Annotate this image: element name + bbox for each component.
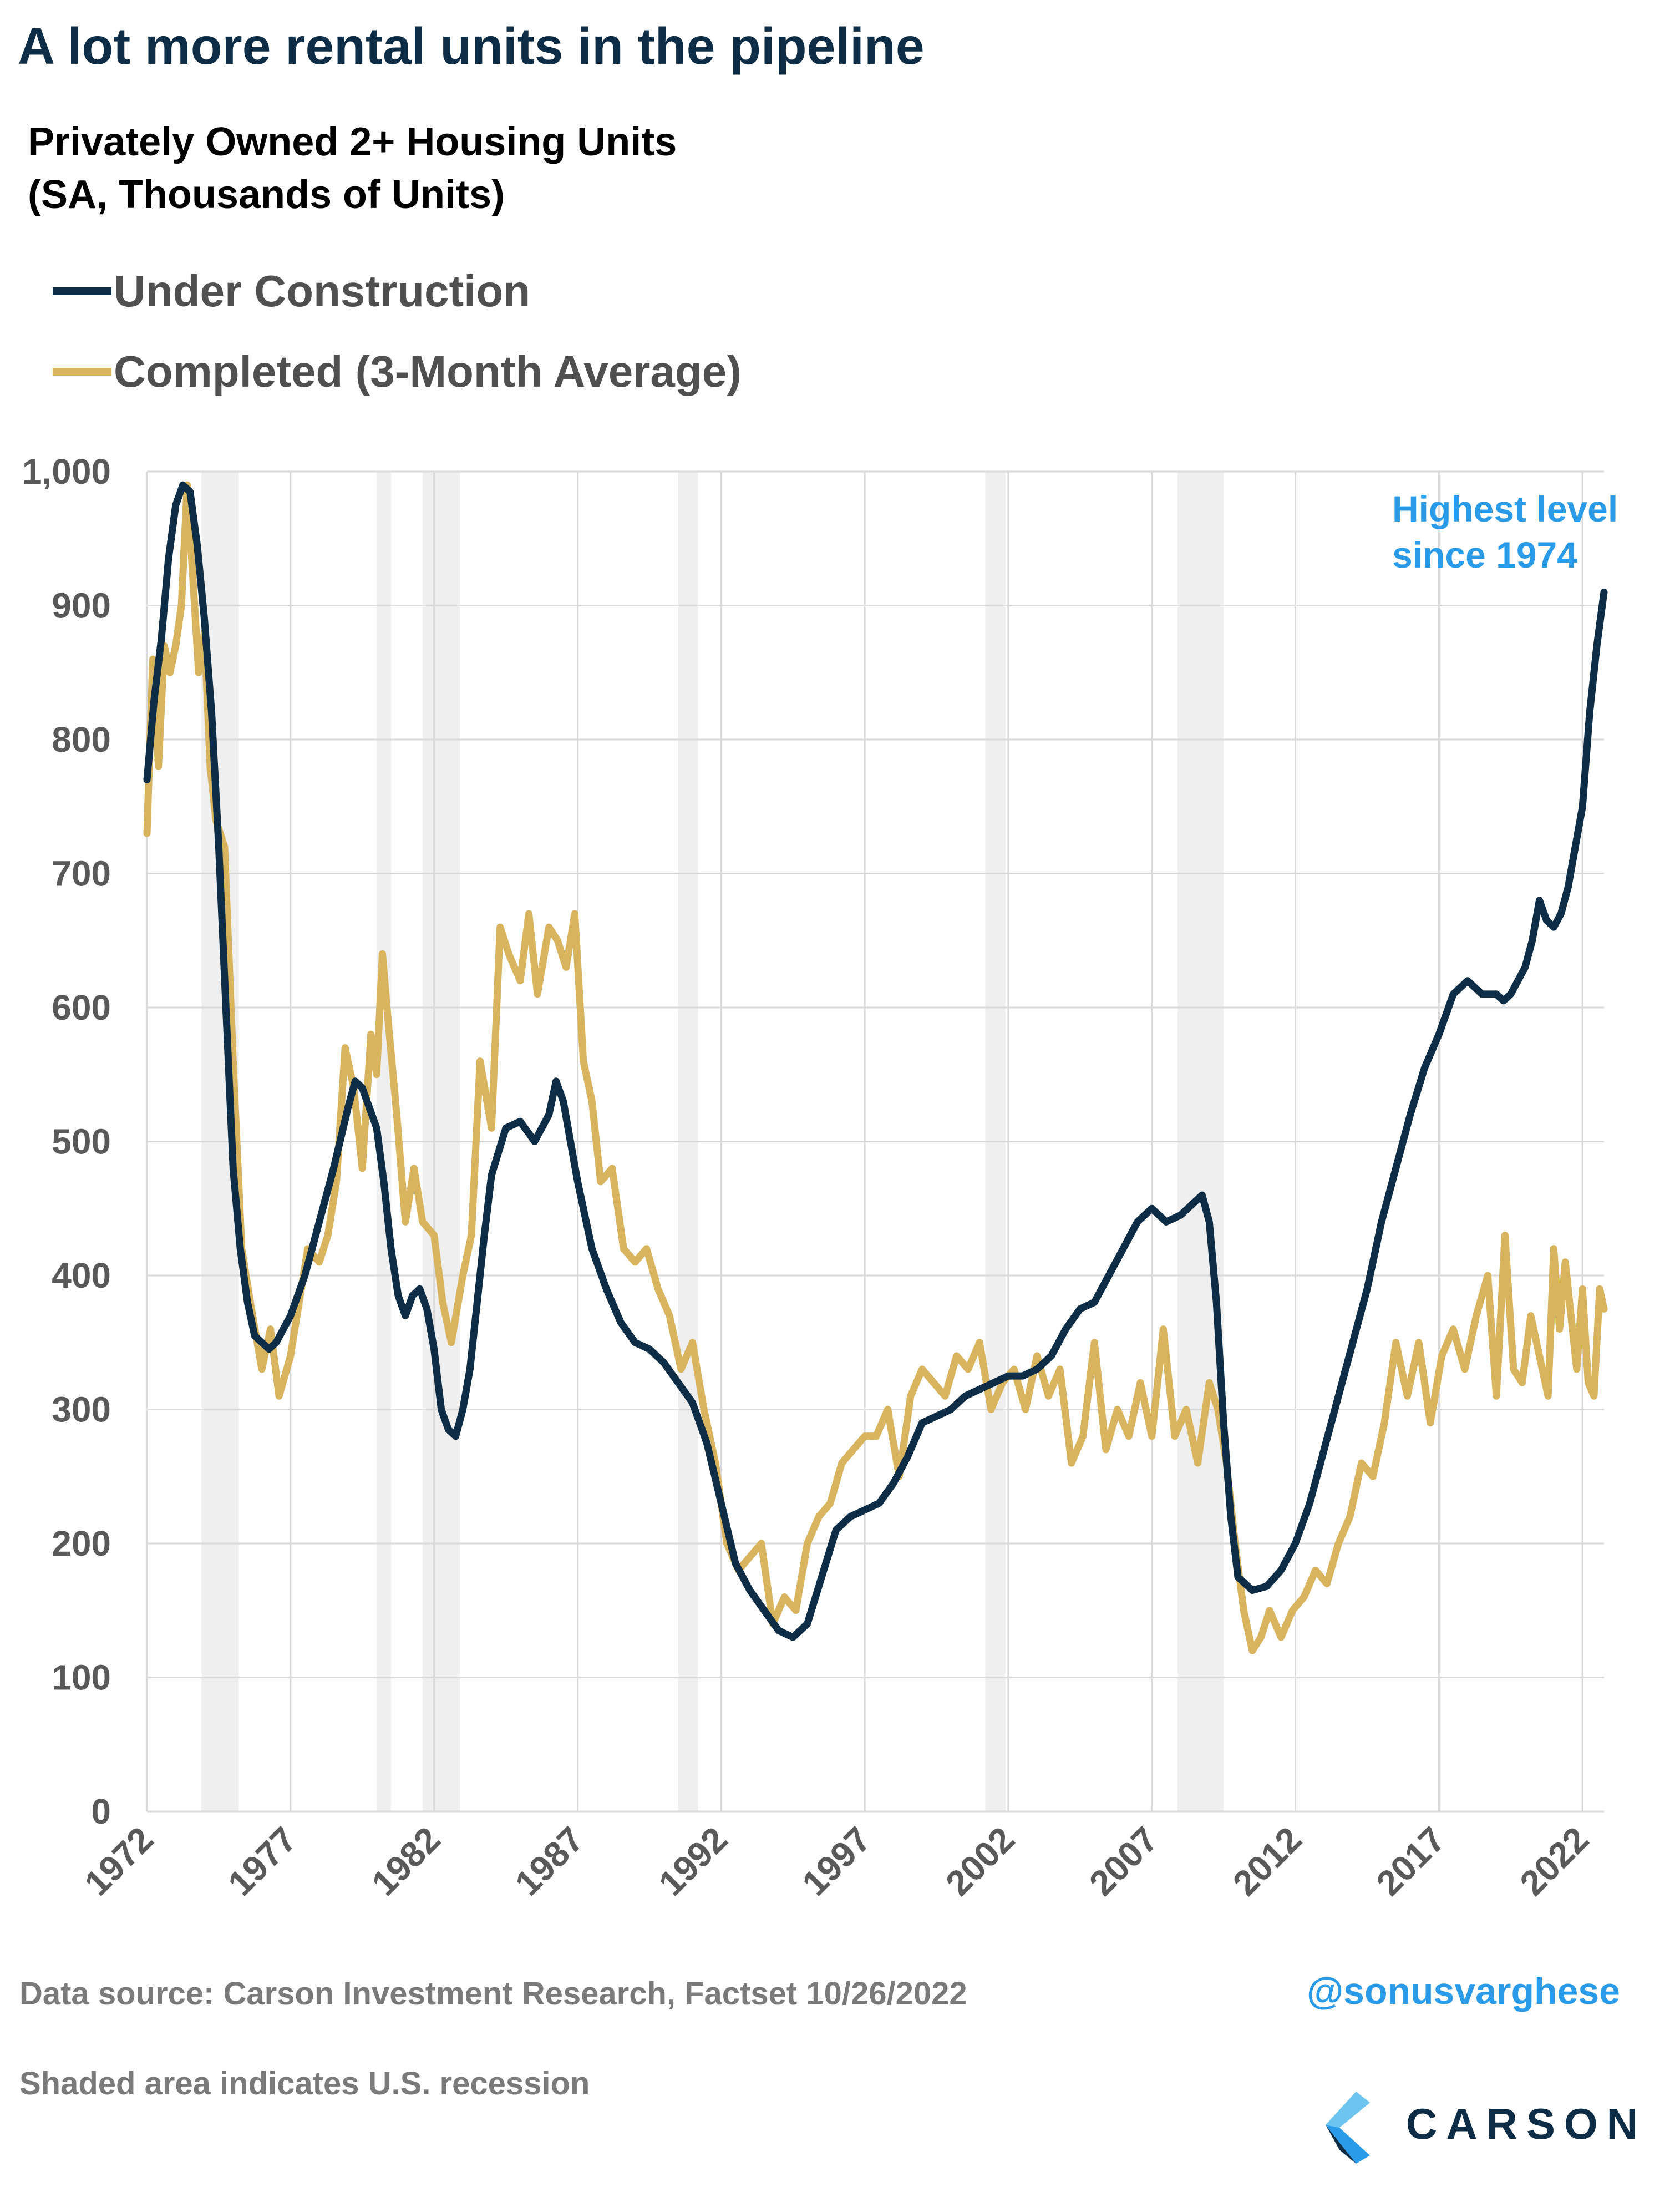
completed-line <box>143 481 1608 1654</box>
y-tick-label: 300 <box>52 1390 111 1430</box>
carson-logo-icon <box>1326 2092 1370 2164</box>
y-tick-label: 200 <box>52 1523 111 1563</box>
chart-subtitle-line2: (SA, Thousands of Units) <box>28 173 505 217</box>
y-tick-label: 700 <box>52 854 111 894</box>
carson-logo-wordmark: CARSON <box>1406 2099 1647 2148</box>
annotation-line2: since 1974 <box>1392 534 1577 575</box>
x-tick-label: 1997 <box>794 1819 879 1904</box>
carson-logo: CARSON <box>1323 2089 1680 2166</box>
y-tick-label: 900 <box>52 586 111 626</box>
x-tick-label: 2002 <box>938 1819 1022 1904</box>
legend-swatch-completed <box>53 368 111 376</box>
legend-swatch-under-construction <box>53 287 111 295</box>
x-tick-label: 1987 <box>507 1819 592 1904</box>
y-tick-label: 800 <box>52 720 111 760</box>
x-tick-label: 2012 <box>1225 1819 1310 1904</box>
annotation-line1: Highest level <box>1392 488 1618 529</box>
x-tick-label: 2022 <box>1512 1819 1596 1904</box>
y-tick-label: 400 <box>52 1256 111 1295</box>
page-title: A lot more rental units in the pipeline <box>18 17 925 75</box>
under-construction-line <box>143 481 1608 1641</box>
x-tick-label: 2017 <box>1369 1819 1453 1904</box>
x-tick-label: 1992 <box>651 1819 735 1904</box>
series-lines <box>143 481 1608 1654</box>
author-handle: @sonusvarghese <box>1306 1970 1620 2012</box>
recession-note: Shaded area indicates U.S. recession <box>19 2066 590 2102</box>
y-axis-labels: 0 100 200 300 400 500 600 700 800 900 1,000 <box>22 452 111 1831</box>
x-axis-labels: 1972 1977 1982 1987 1992 1997 2002 2007 2012 2017… <box>77 1819 1596 1904</box>
data-source-note: Data source: Carson Investment Research,… <box>19 1976 967 2012</box>
legend-label-under-construction: Under Construction <box>114 266 531 316</box>
y-tick-label: 500 <box>52 1122 111 1162</box>
y-tick-label: 1,000 <box>22 452 111 492</box>
chart-subtitle-line1: Privately Owned 2+ Housing Units <box>28 120 677 164</box>
x-tick-label: 1972 <box>77 1819 161 1904</box>
y-tick-label: 0 <box>91 1791 111 1831</box>
x-tick-label: 2007 <box>1082 1819 1166 1904</box>
x-tick-label: 1982 <box>364 1819 448 1904</box>
x-tick-label: 1977 <box>220 1819 304 1904</box>
y-tick-label: 100 <box>52 1658 111 1698</box>
y-tick-label: 600 <box>52 988 111 1027</box>
legend-label-completed: Completed (3-Month Average) <box>114 347 742 396</box>
